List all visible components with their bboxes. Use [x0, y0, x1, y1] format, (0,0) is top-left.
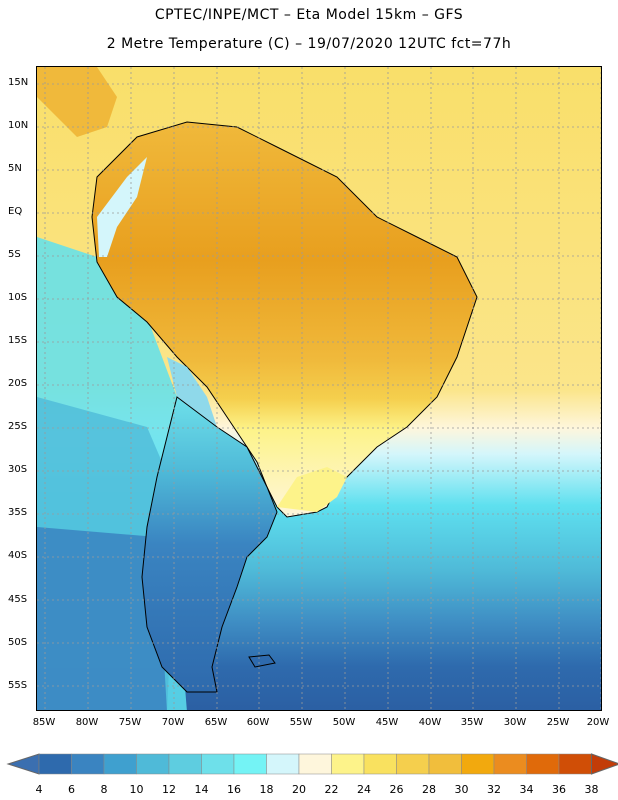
legend-swatch	[331, 753, 365, 775]
lat-label: 20S	[8, 378, 28, 389]
lat-label: 40S	[8, 550, 28, 561]
legend-swatch	[233, 753, 267, 775]
lat-label: 10S	[8, 292, 28, 303]
legend-tick-label: 16	[227, 783, 241, 796]
lat-label: 5S	[8, 249, 21, 260]
chart-title-line-2: 2 Metre Temperature (C) – 19/07/2020 12U…	[106, 36, 512, 52]
lon-label: 75W	[118, 717, 142, 728]
lat-label: 25S	[8, 421, 28, 432]
lat-label: 50S	[8, 637, 28, 648]
andes-central	[167, 357, 217, 427]
legend-swatch	[461, 753, 495, 775]
legend-swatch	[71, 753, 105, 775]
legend-swatch	[428, 753, 462, 775]
legend-swatch	[298, 753, 332, 775]
legend-swatch	[493, 753, 527, 775]
lat-label: 5N	[8, 163, 22, 174]
legend-tick-label: 26	[389, 783, 404, 796]
andes-north	[97, 157, 147, 257]
legend-swatch	[168, 753, 202, 775]
lon-label: 85W	[32, 717, 56, 728]
legend-swatch	[201, 753, 235, 775]
map-canvas	[37, 67, 601, 710]
legend-arrow-high	[591, 753, 618, 775]
legend-tick-label: 10	[129, 783, 144, 796]
central-america-land	[37, 67, 117, 137]
lon-label: 20W	[586, 717, 610, 728]
lat-label: 15S	[8, 335, 28, 346]
legend-tick-label: 18	[259, 783, 274, 796]
lon-label: 60W	[246, 717, 270, 728]
legend-swatch	[558, 753, 592, 775]
lon-label: 70W	[161, 717, 185, 728]
legend-tick-label: 38	[584, 783, 599, 796]
south-brazil-region	[277, 467, 347, 512]
legend-swatch	[526, 753, 560, 775]
legend-swatch	[38, 753, 72, 775]
legend-tick-label: 22	[324, 783, 339, 796]
legend-tick-label: 4	[35, 783, 43, 796]
legend-tick-label: 8	[100, 783, 108, 796]
lon-label: 30W	[503, 717, 527, 728]
color-legend	[6, 753, 618, 775]
lat-label: 15N	[8, 77, 29, 88]
lon-label: 35W	[460, 717, 484, 728]
lon-label: 80W	[75, 717, 99, 728]
legend-tick-label: 6	[68, 783, 75, 796]
legend-tick-label: 28	[422, 783, 436, 796]
legend-swatch	[396, 753, 430, 775]
pacific-cold-water	[37, 527, 167, 710]
lon-label: 40W	[418, 717, 442, 728]
legend-swatch	[136, 753, 170, 775]
lon-label: 25W	[546, 717, 570, 728]
legend-swatch	[266, 753, 300, 775]
legend-tick-label: 14	[194, 783, 209, 796]
lon-label: 50W	[332, 717, 356, 728]
chart-title-line-1: CPTEC/INPE/MCT – Eta Model 15km – GFS	[154, 7, 464, 23]
temperature-map	[36, 66, 602, 711]
legend-swatch	[363, 753, 397, 775]
legend-tick-label: 24	[357, 783, 371, 796]
lat-label: 10N	[8, 120, 29, 131]
lon-label: 45W	[375, 717, 399, 728]
lon-label: 65W	[204, 717, 228, 728]
legend-tick-label: 20	[292, 783, 306, 796]
falkland-islands	[248, 654, 276, 668]
legend-swatch	[103, 753, 137, 775]
legend-tick-label: 34	[519, 783, 534, 796]
legend-tick-label: 12	[162, 783, 176, 796]
lat-label: 45S	[8, 594, 28, 605]
graticule	[37, 67, 601, 710]
lat-label: EQ	[8, 206, 23, 217]
lat-label: 35S	[8, 507, 28, 518]
legend-arrow-low	[6, 753, 40, 775]
lat-label: 55S	[8, 680, 28, 691]
legend-tick-label: 30	[454, 783, 469, 796]
legend-tick-label: 32	[487, 783, 501, 796]
lat-label: 30S	[8, 464, 28, 475]
lon-label: 55W	[289, 717, 313, 728]
legend-tick-label: 36	[552, 783, 566, 796]
